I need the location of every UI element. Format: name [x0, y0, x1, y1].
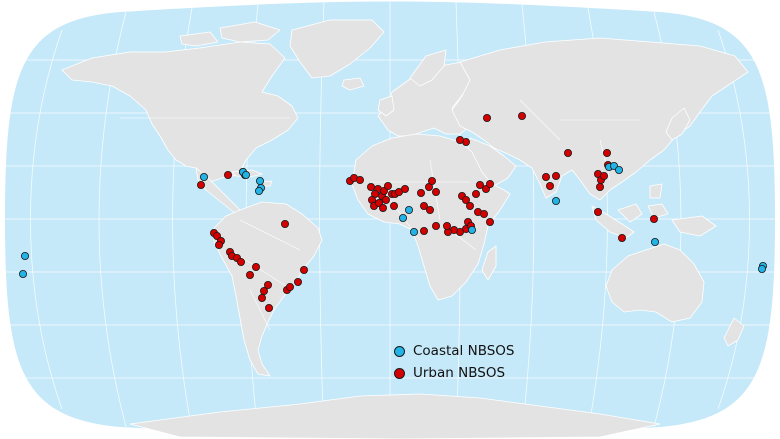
coastal-marker — [651, 237, 660, 246]
legend-coastal: Coastal NBSOS — [394, 340, 515, 362]
antarctica — [129, 393, 661, 439]
coastal-marker — [467, 225, 476, 234]
coastal-marker — [398, 213, 407, 222]
urban-marker — [280, 219, 289, 228]
urban-marker — [482, 114, 491, 123]
urban-marker — [650, 214, 659, 223]
urban-marker — [419, 201, 428, 210]
iceland — [341, 77, 365, 91]
urban-marker — [251, 262, 260, 271]
coastal-marker — [20, 251, 29, 260]
coastal-marker — [254, 186, 263, 195]
urban-marker — [285, 282, 294, 291]
legend: Coastal NBSOS Urban NBSOS — [394, 340, 515, 384]
urban-marker — [471, 189, 480, 198]
urban-marker — [485, 217, 494, 226]
urban-marker — [245, 270, 254, 279]
urban-marker — [264, 303, 273, 312]
coastal-marker — [552, 196, 561, 205]
urban-marker — [223, 170, 232, 179]
urban-marker-swatch — [394, 367, 405, 379]
urban-marker — [383, 181, 392, 190]
urban-marker — [425, 205, 434, 214]
urban-marker — [594, 207, 603, 216]
urban-markers — [196, 112, 659, 312]
legend-coastal-label: Coastal NBSOS — [413, 343, 515, 359]
urban-marker — [389, 201, 398, 210]
urban-marker — [427, 176, 436, 185]
coastal-marker — [404, 205, 413, 214]
country-borders — [120, 99, 640, 331]
africa — [351, 133, 511, 301]
legend-urban-label: Urban NBSOS — [413, 365, 506, 381]
urban-marker — [400, 184, 409, 193]
urban-marker — [431, 221, 440, 230]
greenland — [289, 19, 385, 79]
southeast-asia-islands — [591, 183, 717, 239]
urban-marker — [355, 175, 364, 184]
urban-marker — [381, 195, 390, 204]
coastal-marker — [241, 170, 250, 179]
urban-marker — [416, 188, 425, 197]
urban-marker — [546, 181, 555, 190]
urban-marker — [366, 182, 375, 191]
urban-marker — [378, 203, 387, 212]
urban-marker — [263, 280, 272, 289]
urban-marker — [542, 172, 551, 181]
urban-marker — [455, 135, 464, 144]
urban-marker — [600, 171, 609, 180]
australia — [605, 243, 705, 323]
urban-marker — [214, 240, 223, 249]
south-america — [213, 201, 323, 377]
urban-marker — [461, 195, 470, 204]
urban-marker — [431, 187, 440, 196]
asia — [451, 37, 749, 201]
legend-urban: Urban NBSOS — [394, 362, 515, 384]
scandinavia — [409, 49, 447, 87]
urban-marker — [236, 257, 245, 266]
new-zealand — [723, 317, 745, 347]
urban-marker — [442, 221, 451, 230]
urban-marker — [475, 180, 484, 189]
coastal-marker — [199, 172, 208, 181]
urban-marker — [518, 112, 527, 121]
urban-marker — [552, 171, 561, 180]
urban-marker — [603, 148, 612, 157]
coastal-marker — [18, 269, 27, 278]
urban-marker — [419, 226, 428, 235]
coastal-marker-swatch — [394, 345, 405, 357]
coastal-marker — [615, 165, 624, 174]
coastal-markers — [18, 161, 768, 278]
urban-marker — [196, 180, 205, 189]
urban-marker — [293, 277, 302, 286]
japan — [665, 107, 691, 141]
urban-marker — [485, 179, 494, 188]
urban-marker — [596, 182, 605, 191]
urban-marker — [465, 201, 474, 210]
urban-marker — [259, 286, 268, 295]
urban-marker — [564, 148, 573, 157]
urban-marker — [299, 265, 308, 274]
urban-marker — [479, 209, 488, 218]
north-america — [61, 41, 299, 183]
coastal-marker — [758, 264, 767, 273]
arctic-islands — [179, 21, 281, 47]
landmasses — [61, 19, 749, 439]
coastal-marker — [409, 227, 418, 236]
urban-marker — [257, 293, 266, 302]
urban-marker — [618, 233, 627, 242]
british-isles — [377, 95, 395, 117]
madagascar — [481, 245, 497, 281]
coastal-marker — [255, 176, 264, 185]
